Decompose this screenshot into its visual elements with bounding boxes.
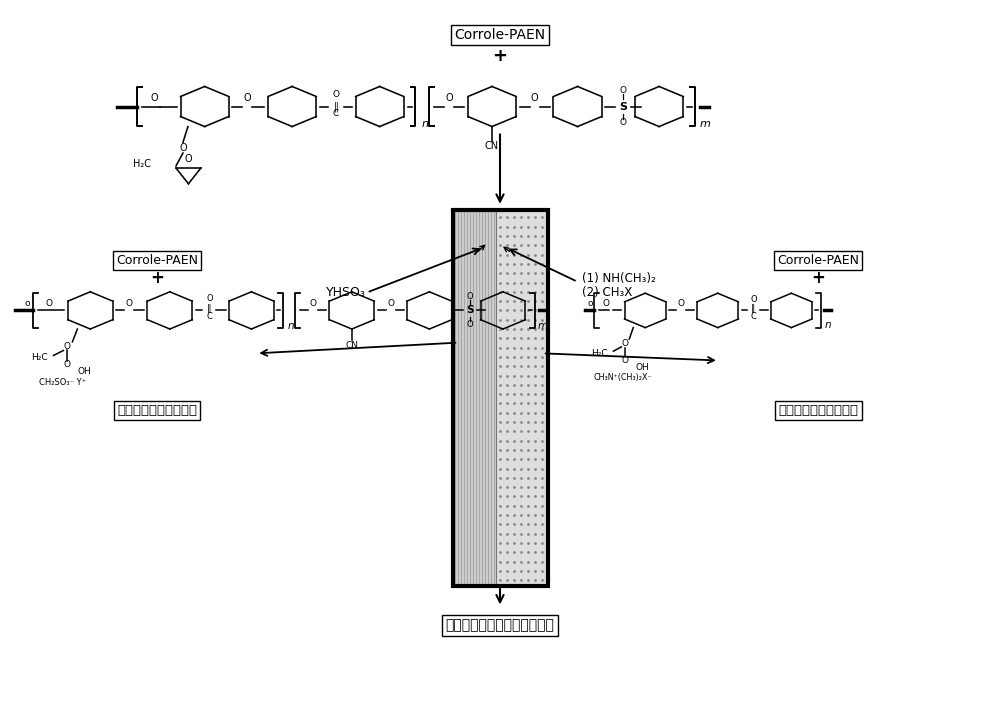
Text: +: + <box>811 269 825 287</box>
Text: O: O <box>45 298 52 308</box>
Text: m: m <box>699 120 710 129</box>
Text: O: O <box>185 154 192 164</box>
Text: O: O <box>126 298 133 308</box>
Text: OH: OH <box>635 363 649 372</box>
Text: O: O <box>620 87 627 95</box>
Text: S: S <box>466 306 474 315</box>
Text: O: O <box>531 93 539 103</box>
Text: O: O <box>620 118 627 127</box>
Bar <box>453 211 496 586</box>
Text: Corrole-PAEN: Corrole-PAEN <box>454 28 546 42</box>
Text: H₂C: H₂C <box>591 349 607 358</box>
Text: S: S <box>619 102 627 112</box>
Text: 聚芳醚腼阴离子交换膜: 聚芳醚腼阴离子交换膜 <box>778 404 858 417</box>
Text: O: O <box>179 143 187 153</box>
Text: Corrole-PAEN: Corrole-PAEN <box>777 254 859 267</box>
Text: C: C <box>751 312 757 322</box>
Text: O: O <box>622 339 629 348</box>
Text: CN: CN <box>345 341 358 350</box>
Text: YHSO₃: YHSO₃ <box>326 286 366 299</box>
Text: O: O <box>150 93 158 103</box>
Bar <box>453 211 548 586</box>
Text: O: O <box>244 93 251 103</box>
Text: O: O <box>387 298 394 308</box>
Text: H₂C: H₂C <box>31 353 48 362</box>
Text: o: o <box>25 298 30 308</box>
Text: O: O <box>603 298 610 308</box>
Text: 含咋和催化基团芳醚腼双极膜: 含咋和催化基团芳醚腼双极膜 <box>446 618 554 632</box>
Text: O: O <box>677 298 684 308</box>
Text: OH: OH <box>77 368 91 376</box>
Text: O: O <box>332 90 339 99</box>
Text: n: n <box>825 319 831 329</box>
Text: O: O <box>64 342 71 350</box>
Text: ‖: ‖ <box>207 304 212 313</box>
Text: (1) NH(CH₃)₂: (1) NH(CH₃)₂ <box>582 272 655 285</box>
Text: O: O <box>750 295 757 304</box>
Bar <box>496 211 548 586</box>
Text: +: + <box>150 269 164 287</box>
Text: O: O <box>206 294 213 304</box>
Text: O: O <box>622 356 629 365</box>
Text: 聚芳醚腼阳离子交换膜: 聚芳醚腼阳离子交换膜 <box>117 404 197 417</box>
Text: m: m <box>538 321 548 331</box>
Text: Corrole-PAEN: Corrole-PAEN <box>116 254 198 267</box>
Text: O: O <box>467 319 473 329</box>
Text: O: O <box>445 93 453 103</box>
Text: CN: CN <box>485 141 499 151</box>
Text: ‖: ‖ <box>333 101 338 112</box>
Text: H₂C: H₂C <box>133 159 151 169</box>
Text: n: n <box>422 120 429 129</box>
Text: n: n <box>288 321 294 331</box>
Text: ‖: ‖ <box>751 304 756 314</box>
Text: O: O <box>64 360 71 369</box>
Text: CH₃N⁺(CH₃)₂X⁻: CH₃N⁺(CH₃)₂X⁻ <box>594 373 653 382</box>
Text: CH₂SO₃⁻ Y⁺: CH₂SO₃⁻ Y⁺ <box>39 379 86 387</box>
Text: C: C <box>207 312 213 322</box>
Text: O: O <box>467 292 473 301</box>
Text: +: + <box>492 48 508 66</box>
Text: (2) CH₃X: (2) CH₃X <box>582 286 632 299</box>
Text: o: o <box>588 298 593 308</box>
Text: O: O <box>310 298 317 308</box>
Text: C: C <box>333 109 339 118</box>
